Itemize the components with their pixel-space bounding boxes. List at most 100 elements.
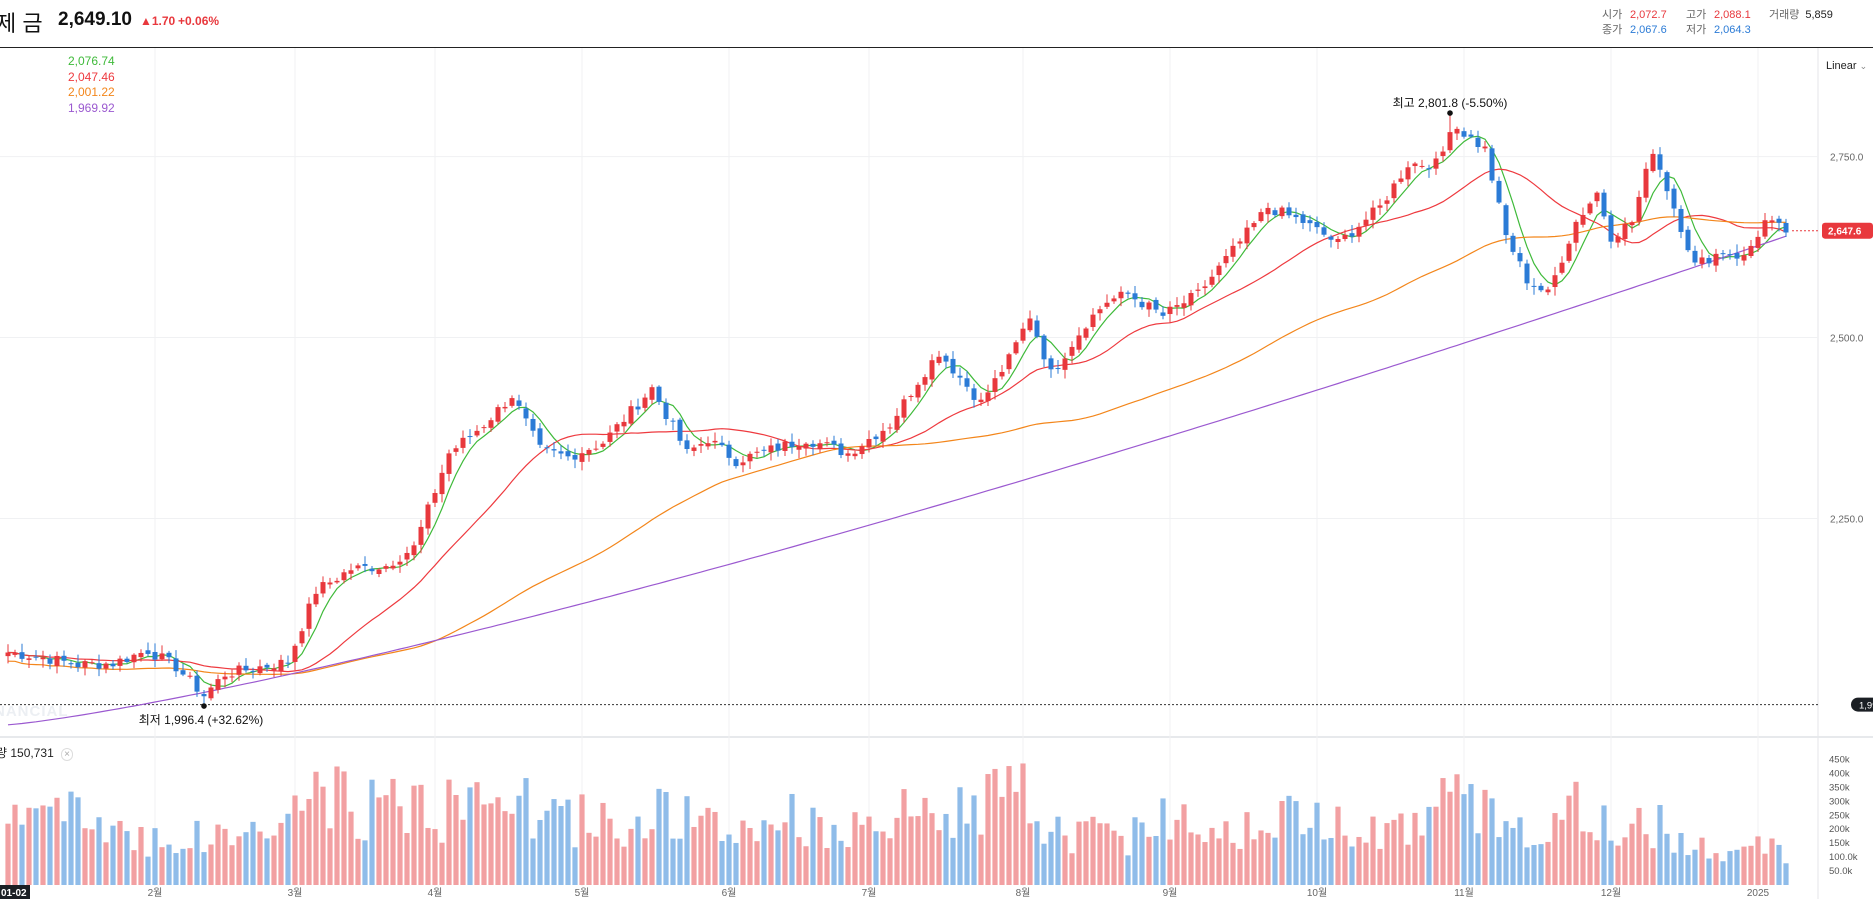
price-tick-label: 2,500.0 [1830, 334, 1864, 345]
candle-body [1251, 223, 1257, 228]
candle-body [1342, 234, 1348, 240]
volume-bar [558, 806, 564, 885]
volume-bar [40, 805, 46, 885]
volume-bar [1125, 855, 1131, 885]
candle-body [222, 676, 228, 680]
volume-bar [54, 797, 60, 885]
candle-body [159, 653, 165, 660]
candle-body [264, 664, 270, 668]
volume-bar [775, 830, 781, 885]
volume-bar [89, 829, 95, 885]
candle-body [586, 449, 592, 455]
volume-bar [82, 828, 88, 885]
candle-body [1069, 346, 1075, 356]
candle-body [1328, 236, 1334, 240]
volume-bar [1615, 845, 1621, 885]
volume-bar [1559, 819, 1565, 885]
candle-body [1559, 262, 1565, 273]
volume-bar [432, 829, 438, 885]
volume-bar [712, 811, 718, 885]
volume-bar [439, 842, 445, 885]
ma120-line [7, 235, 1787, 726]
volume-bar [173, 853, 179, 885]
volume-bar [880, 831, 886, 885]
volume-bar [1657, 805, 1663, 885]
volume-bar [1188, 832, 1194, 885]
volume-bar [320, 786, 326, 885]
candle-body [1713, 253, 1719, 266]
volume-bar [292, 795, 298, 885]
volume-bar [1636, 807, 1642, 885]
volume-bar [138, 827, 144, 885]
candle-body [1041, 335, 1047, 360]
close-icon[interactable]: × [61, 748, 73, 761]
volume-bar [1447, 791, 1453, 885]
candle-body [1629, 222, 1635, 226]
volume-bar [1111, 830, 1117, 885]
volume-bar [915, 816, 921, 885]
candle-body [747, 453, 753, 462]
volume-value: 5,859 [1805, 9, 1833, 21]
volume-bar [894, 817, 900, 885]
volume-tick-label: 250k [1829, 810, 1850, 821]
volume-bar [453, 794, 459, 885]
volume-bar [677, 838, 683, 885]
candle-body [1419, 165, 1425, 167]
candle-body [166, 652, 172, 658]
volume-bar [1349, 846, 1355, 885]
ma-legend: 2,076.74 2,047.46 2,001.22 1,969.92 [68, 54, 115, 116]
candle-body [572, 455, 578, 460]
volume-bar [1489, 798, 1495, 885]
current-price-tag: 2,647.6 [1828, 227, 1862, 238]
candle-body [82, 661, 88, 668]
candle-body [1181, 303, 1187, 308]
volume-bar [418, 784, 424, 885]
candle-body [208, 687, 214, 699]
header-bar: 제 금 2,649.10 ▲1.70 +0.06% 시가 2,072.7 종가 2,… [0, 0, 1873, 48]
candle-body [481, 427, 487, 429]
volume-bar [201, 852, 207, 885]
candle-body [47, 658, 53, 664]
candle-body [1643, 168, 1649, 198]
candle-body [600, 443, 606, 447]
candle-body [677, 419, 683, 441]
candle-body [1188, 293, 1194, 306]
volume-bar [1594, 840, 1600, 885]
candle-body [1286, 207, 1292, 216]
volume-bar [1279, 800, 1285, 885]
candle-body [1552, 275, 1558, 288]
volume-bar [1216, 838, 1222, 885]
candle-body [845, 453, 851, 456]
volume-bar [1496, 837, 1502, 885]
candle-body [831, 440, 837, 445]
candle-body [1496, 180, 1502, 203]
reference-price-tag-bg [1851, 697, 1873, 712]
volume-bar [1692, 849, 1698, 885]
volume-tick-label: 450k [1829, 755, 1850, 766]
volume-bar [1160, 798, 1166, 885]
volume-bar [929, 813, 935, 885]
candle-body [740, 462, 746, 466]
x-axis-label: 2월 [148, 887, 163, 899]
candle-body [607, 432, 613, 442]
candle-body [1223, 256, 1229, 264]
scale-mode-dropdown[interactable]: Linear ⌄ [1826, 60, 1867, 72]
volume-bar [1587, 832, 1593, 885]
price-tick-label: 2,750.0 [1830, 153, 1864, 164]
candle-body [1762, 220, 1768, 237]
candle-body [201, 694, 207, 697]
candle-body [859, 446, 865, 455]
high-annotation: 최고 2,801.8 (-5.50%) [1393, 96, 1508, 110]
volume-bar [369, 779, 375, 885]
volume-bar [943, 813, 949, 885]
volume-bar [1265, 832, 1271, 885]
volume-bar [838, 840, 844, 885]
x-axis-label: 8월 [1016, 887, 1031, 899]
candle-body [908, 396, 914, 398]
volume-bar [1237, 848, 1243, 885]
candle-body [1111, 298, 1117, 302]
volume-bar [1538, 844, 1544, 885]
candle-body [1776, 218, 1782, 223]
candle-body [1356, 226, 1362, 237]
